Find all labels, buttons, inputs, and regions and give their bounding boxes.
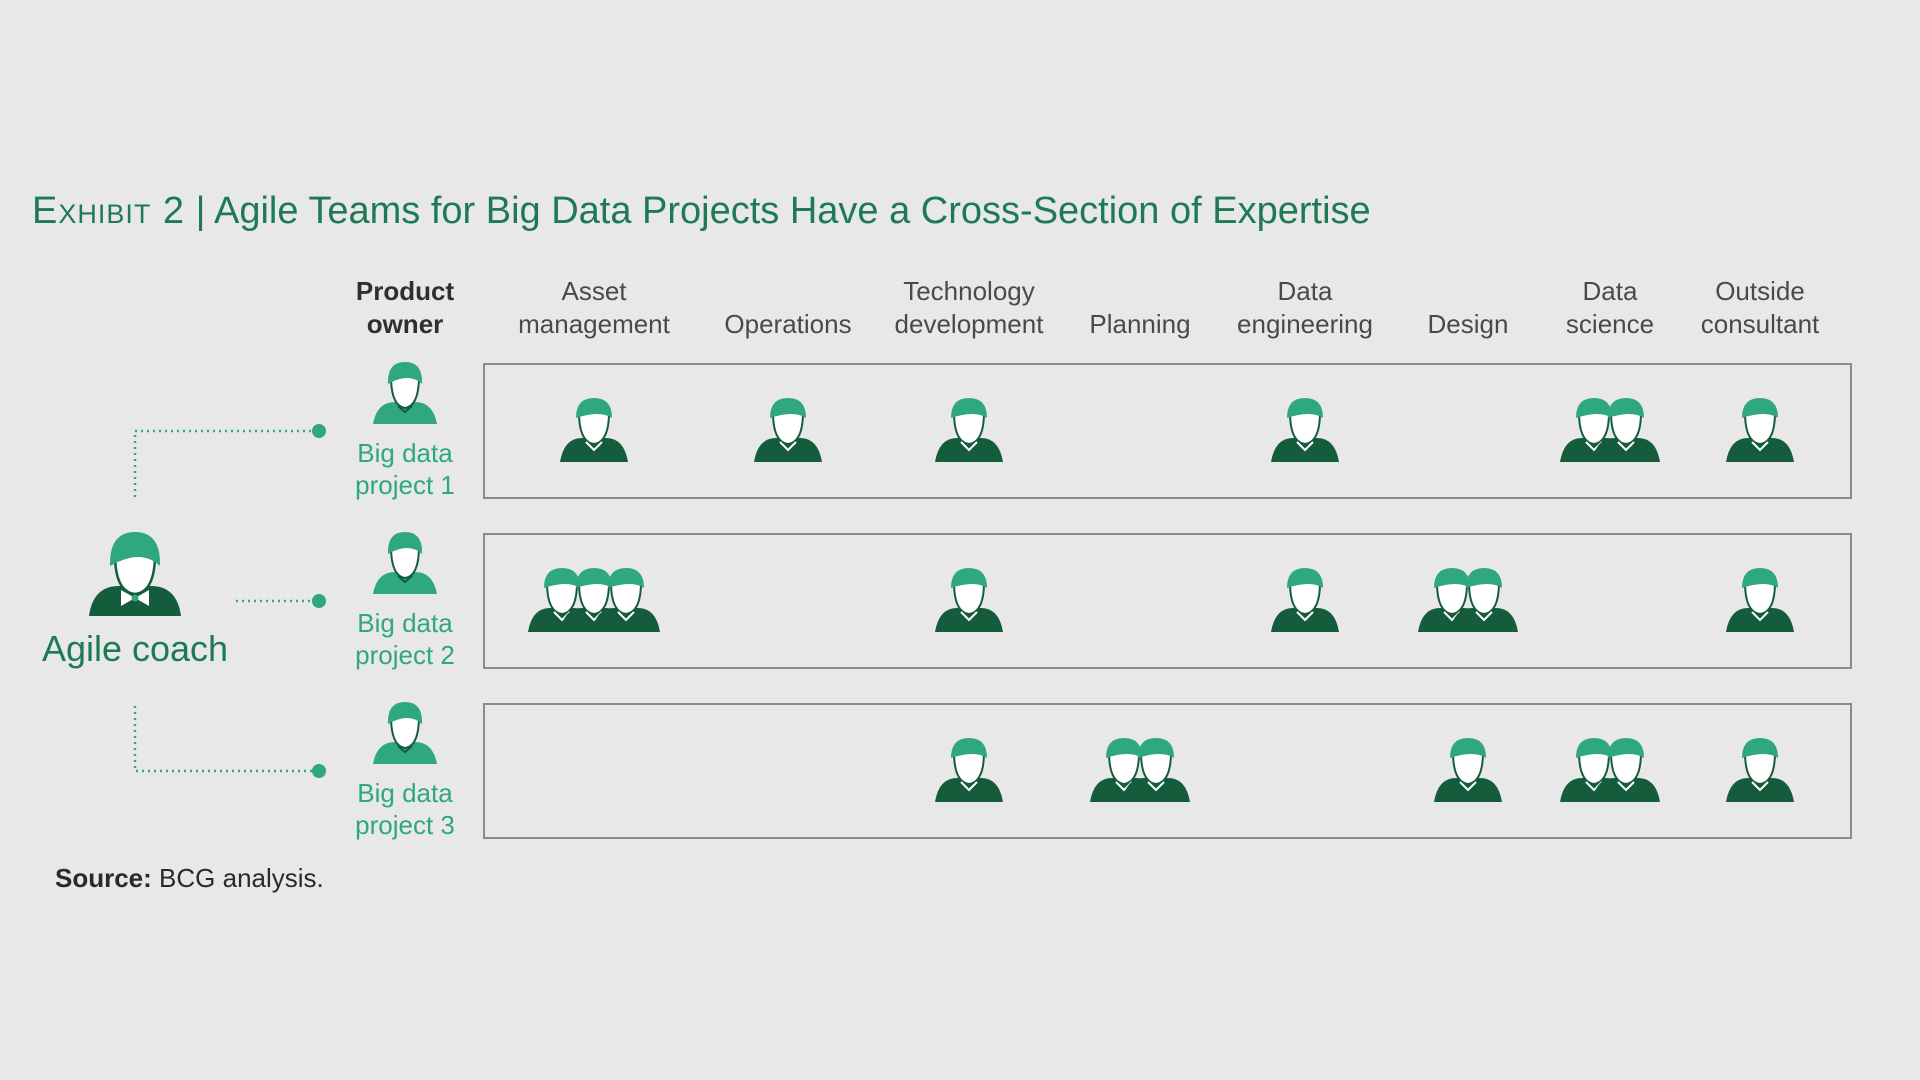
connector-project-1: [133, 429, 318, 497]
column-header-design: Design: [1427, 309, 1509, 339]
connector-dot-3: [312, 764, 326, 778]
source-text: BCG analysis.: [159, 863, 324, 893]
column-header-operations: Operations: [724, 309, 852, 339]
column-header-product-owner: Product owner: [355, 276, 455, 339]
team-member-icon: [1434, 738, 1502, 802]
team-member-icon: [1592, 738, 1660, 802]
team-member-icon: [1450, 568, 1518, 632]
team-member-icon: [1592, 398, 1660, 462]
column-header-data-engineering: Data engineering: [1237, 276, 1373, 339]
exhibit-number: Exhibit 2: [32, 190, 186, 232]
column-header-planning: Planning: [1089, 309, 1191, 339]
project-row-2: [483, 533, 1852, 669]
title-text: Agile Teams for Big Data Projects Have a…: [213, 190, 1371, 232]
title-separator: |: [195, 190, 206, 232]
column-header-asset-management: Asset management: [518, 276, 670, 339]
team-member-icon: [935, 398, 1003, 462]
column-header-data-science: Data science: [1565, 276, 1655, 339]
team-member-icon: [1726, 738, 1794, 802]
product-owner-icon: [373, 532, 437, 594]
project-label-2: Big data project 2: [355, 608, 455, 670]
team-member-icon: [1122, 738, 1190, 802]
agile-coach-label: Agile coach: [41, 628, 229, 669]
column-header-technology-development: Technology development: [894, 276, 1044, 339]
team-member-icon: [1271, 398, 1339, 462]
source-note: Source: BCG analysis.: [55, 863, 324, 894]
exhibit-title: Exhibit 2 | Agile Teams for Big Data Pro…: [32, 190, 1371, 233]
team-member-icon: [935, 568, 1003, 632]
agile-coach-icon: [89, 532, 181, 616]
product-owner-icon: [373, 702, 437, 764]
connector-dot-1: [312, 424, 326, 438]
project-row-1: [483, 363, 1852, 499]
team-member-icon: [592, 568, 660, 632]
column-header-outside-consultant: Outside consultant: [1700, 276, 1820, 339]
team-member-icon: [754, 398, 822, 462]
connector-project-3: [133, 706, 318, 773]
product-owner-icon: [373, 362, 437, 424]
connector-dot-2: [312, 594, 326, 608]
project-row-3: [483, 703, 1852, 839]
team-member-icon: [935, 738, 1003, 802]
team-member-icon: [560, 398, 628, 462]
team-member-icon: [1726, 568, 1794, 632]
team-member-icon: [1271, 568, 1339, 632]
team-member-icon: [1726, 398, 1794, 462]
project-label-1: Big data project 1: [355, 438, 455, 500]
project-label-3: Big data project 3: [355, 778, 455, 840]
source-label: Source:: [55, 863, 152, 893]
